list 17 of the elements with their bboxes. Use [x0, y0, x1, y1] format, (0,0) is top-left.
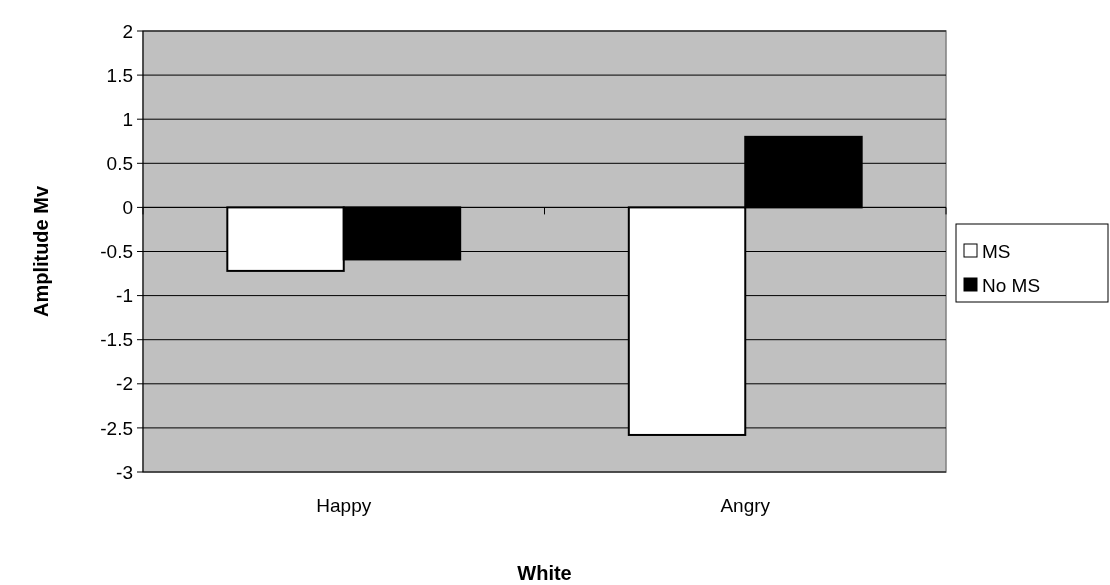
y-tick-label: -1: [116, 285, 133, 307]
y-tick-label: 0.5: [106, 152, 133, 174]
x-tick-label: Happy: [316, 495, 372, 516]
y-tick-label: 2: [122, 20, 133, 42]
x-tick-label: Angry: [720, 495, 771, 516]
y-tick-label: -3: [116, 461, 133, 483]
legend-label: MS: [982, 240, 1011, 262]
x-axis-title: White: [517, 562, 572, 584]
y-tick-label: 1.5: [106, 64, 133, 86]
y-tick-label: 0: [122, 197, 133, 219]
y-axis-title: Amplitude Mv: [30, 185, 52, 318]
y-tick-label: -2.5: [100, 417, 133, 439]
y-tick-label: 1: [122, 108, 133, 130]
y-tick-label: -1.5: [100, 329, 133, 351]
legend-label: No MS: [982, 274, 1041, 296]
y-tick-label: -0.5: [100, 241, 133, 263]
y-tick-label: -2: [116, 373, 133, 395]
